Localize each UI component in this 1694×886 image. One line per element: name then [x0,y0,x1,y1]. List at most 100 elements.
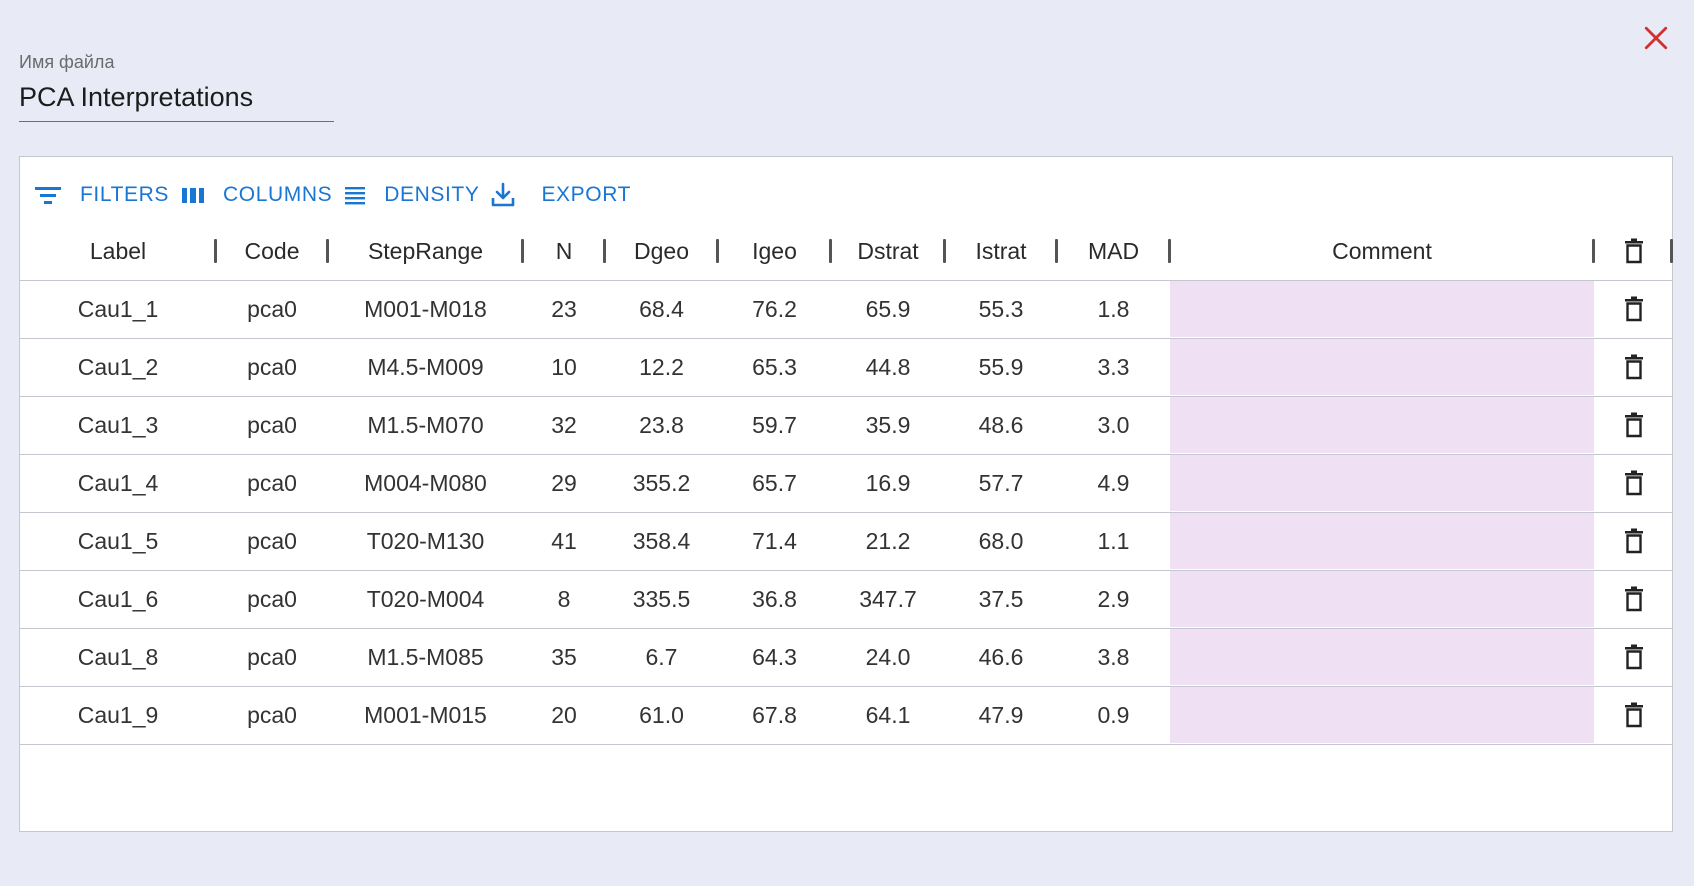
density-button[interactable]: DENSITY [344,183,479,207]
cell-mad[interactable]: 2.9 [1097,585,1130,612]
column-separator[interactable] [214,239,217,263]
cell-comment[interactable] [1170,281,1594,337]
cell-n[interactable]: 8 [557,585,571,612]
table-row[interactable]: Cau1_1 pca0 M001-M018 23 68.4 76.2 65.9 … [20,281,1672,339]
column-separator[interactable] [326,239,329,263]
cell-istrat[interactable]: 47.9 [978,701,1024,728]
cell-mad[interactable]: 4.9 [1097,469,1130,496]
cell-code[interactable]: pca0 [247,643,297,670]
column-separator[interactable] [1168,239,1171,263]
column-header-steprange[interactable]: StepRange [367,237,484,264]
cell-istrat[interactable]: 46.6 [978,643,1024,670]
cell-label[interactable]: Cau1_3 [77,411,159,438]
cell-dgeo[interactable]: 355.2 [632,469,691,496]
cell-dgeo[interactable]: 61.0 [639,701,684,728]
cell-istrat[interactable]: 68.0 [978,527,1024,554]
cell-dgeo[interactable]: 12.2 [639,353,684,380]
column-separator[interactable] [1670,239,1673,263]
cell-istrat[interactable]: 55.9 [978,353,1024,380]
cell-igeo[interactable]: 59.7 [752,411,797,438]
cell-n[interactable]: 20 [551,701,577,728]
delete-row-button[interactable] [1594,455,1674,511]
delete-row-button[interactable] [1594,513,1674,569]
cell-dstrat[interactable]: 21.2 [865,527,911,554]
cell-code[interactable]: pca0 [247,527,297,554]
cell-code[interactable]: pca0 [247,585,297,612]
column-header-dstrat[interactable]: Dstrat [857,237,919,264]
cell-n[interactable]: 35 [551,643,577,670]
column-separator[interactable] [603,239,606,263]
cell-label[interactable]: Cau1_9 [77,701,159,728]
cell-n[interactable]: 23 [551,295,577,322]
column-separator[interactable] [1592,239,1595,263]
cell-label[interactable]: Cau1_6 [77,585,159,612]
delete-all-button[interactable] [1594,223,1674,279]
delete-row-button[interactable] [1594,339,1674,395]
column-separator[interactable] [829,239,832,263]
cell-steprange[interactable]: M001-M018 [364,295,487,322]
cell-n[interactable]: 10 [551,353,577,380]
cell-istrat[interactable]: 48.6 [978,411,1024,438]
close-button[interactable] [1640,22,1672,54]
delete-row-button[interactable] [1594,571,1674,627]
cell-steprange[interactable]: M001-M015 [364,701,487,728]
cell-comment[interactable] [1170,455,1594,511]
cell-dgeo[interactable]: 68.4 [639,295,684,322]
cell-comment[interactable] [1170,397,1594,453]
cell-code[interactable]: pca0 [247,295,297,322]
cell-dgeo[interactable]: 358.4 [632,527,691,554]
cell-code[interactable]: pca0 [247,411,297,438]
cell-label[interactable]: Cau1_5 [77,527,159,554]
cell-steprange[interactable]: M4.5-M009 [367,353,484,380]
cell-igeo[interactable]: 71.4 [752,527,797,554]
table-row[interactable]: Cau1_8 pca0 M1.5-M085 35 6.7 64.3 24.0 4… [20,629,1672,687]
cell-igeo[interactable]: 36.8 [752,585,797,612]
column-header-comment[interactable]: Comment [1332,237,1432,264]
cell-comment[interactable] [1170,629,1594,685]
cell-label[interactable]: Cau1_2 [77,353,159,380]
cell-n[interactable]: 41 [551,527,577,554]
cell-comment[interactable] [1170,687,1594,743]
cell-comment[interactable] [1170,571,1594,627]
column-header-istrat[interactable]: Istrat [975,237,1027,264]
column-header-igeo[interactable]: Igeo [752,237,797,264]
cell-igeo[interactable]: 65.7 [752,469,797,496]
cell-mad[interactable]: 0.9 [1097,701,1130,728]
cell-istrat[interactable]: 55.3 [978,295,1024,322]
cell-dgeo[interactable]: 6.7 [645,643,678,670]
cell-dstrat[interactable]: 24.0 [865,643,911,670]
cell-steprange[interactable]: M1.5-M070 [367,411,484,438]
columns-button[interactable]: COLUMNS [181,183,332,207]
column-separator[interactable] [716,239,719,263]
delete-row-button[interactable] [1594,629,1674,685]
cell-igeo[interactable]: 64.3 [752,643,797,670]
table-row[interactable]: Cau1_4 pca0 M004-M080 29 355.2 65.7 16.9… [20,455,1672,513]
delete-row-button[interactable] [1594,687,1674,743]
cell-n[interactable]: 29 [551,469,577,496]
cell-code[interactable]: pca0 [247,469,297,496]
column-separator[interactable] [521,239,524,263]
cell-label[interactable]: Cau1_1 [77,295,159,322]
cell-mad[interactable]: 3.3 [1097,353,1130,380]
cell-dstrat[interactable]: 65.9 [865,295,911,322]
cell-label[interactable]: Cau1_4 [77,469,159,496]
cell-dstrat[interactable]: 347.7 [859,585,917,612]
table-row[interactable]: Cau1_6 pca0 T020-M004 8 335.5 36.8 347.7… [20,571,1672,629]
delete-row-button[interactable] [1594,397,1674,453]
cell-code[interactable]: pca0 [247,353,297,380]
cell-mad[interactable]: 3.0 [1097,411,1130,438]
cell-mad[interactable]: 3.8 [1097,643,1130,670]
table-row[interactable]: Cau1_2 pca0 M4.5-M009 10 12.2 65.3 44.8 … [20,339,1672,397]
table-row[interactable]: Cau1_5 pca0 T020-M130 41 358.4 71.4 21.2… [20,513,1672,571]
column-header-n[interactable]: N [555,237,573,264]
column-header-code[interactable]: Code [244,237,300,264]
cell-steprange[interactable]: M1.5-M085 [367,643,484,670]
cell-dstrat[interactable]: 16.9 [865,469,911,496]
cell-dstrat[interactable]: 44.8 [865,353,911,380]
cell-steprange[interactable]: T020-M130 [366,527,485,554]
file-name-input[interactable] [19,76,334,122]
cell-igeo[interactable]: 76.2 [752,295,797,322]
cell-mad[interactable]: 1.1 [1097,527,1130,554]
cell-label[interactable]: Cau1_8 [77,643,159,670]
cell-mad[interactable]: 1.8 [1097,295,1130,322]
